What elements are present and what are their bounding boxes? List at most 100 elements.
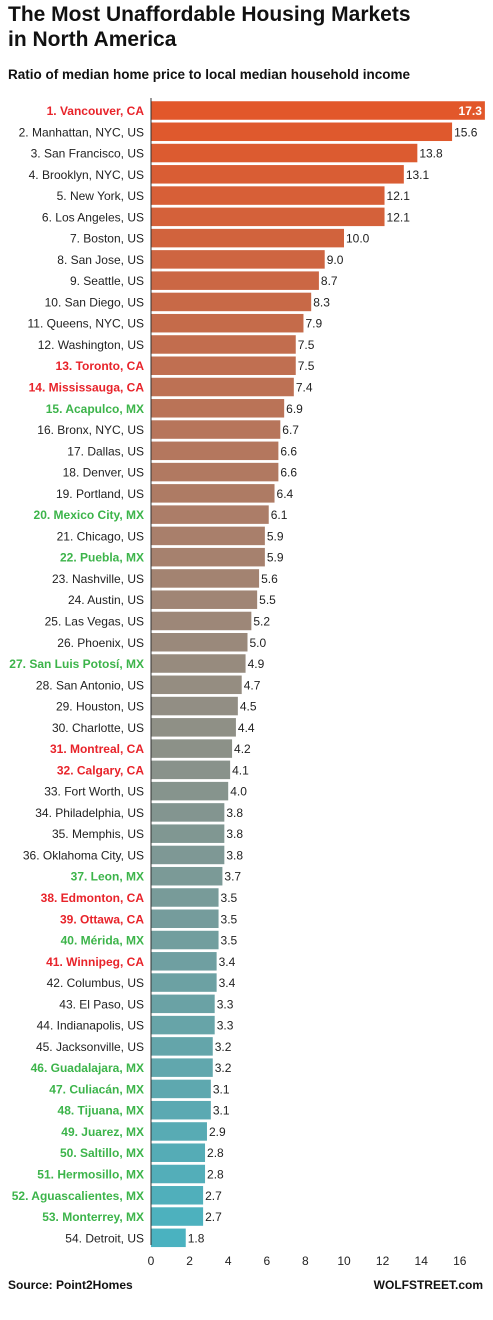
category-label: 49. Juarez, MX (61, 1125, 144, 1139)
data-label: 3.4 (219, 955, 236, 969)
category-label: 43. El Paso, US (59, 997, 144, 1011)
x-tick-label: 2 (186, 1254, 193, 1268)
data-label: 3.1 (213, 1082, 230, 1096)
bar (151, 1037, 213, 1056)
brand-label: WOLFSTREET.com (373, 1278, 483, 1292)
category-label: 14. Mississauga, CA (29, 381, 145, 395)
category-label: 8. San Jose, US (57, 253, 144, 267)
bar (151, 1122, 207, 1141)
bar (151, 1079, 211, 1099)
category-label: 39. Ottawa, CA (60, 912, 144, 926)
bar (151, 122, 453, 142)
bar (151, 1058, 213, 1077)
bar (151, 909, 219, 929)
chart-subtitle: Ratio of median home price to local medi… (8, 67, 411, 82)
data-label: 3.5 (221, 934, 238, 948)
data-label: 6.9 (286, 402, 303, 416)
data-label: 3.5 (221, 912, 238, 926)
bar (151, 569, 260, 588)
category-label: 30. Charlotte, US (52, 721, 144, 735)
category-label: 11. Queens, NYC, US (28, 317, 145, 331)
data-label: 9.0 (327, 253, 344, 267)
bar (151, 420, 281, 439)
data-label: 3.2 (215, 1061, 232, 1075)
category-label: 23. Nashville, US (52, 572, 144, 586)
data-label: 4.2 (234, 742, 251, 756)
category-label: 20. Mexico City, MX (34, 508, 144, 522)
bar (151, 760, 231, 780)
category-label: 51. Hermosillo, MX (37, 1168, 144, 1182)
data-label: 2.7 (205, 1210, 222, 1224)
bar (151, 505, 269, 524)
bar (151, 803, 225, 822)
x-tick-label: 12 (376, 1254, 390, 1268)
data-label: 3.7 (224, 870, 241, 884)
data-label: 3.2 (215, 1040, 232, 1054)
data-label: 10.0 (346, 232, 370, 246)
x-tick-label: 14 (415, 1254, 429, 1268)
category-label: 40. Mérida, MX (61, 934, 144, 948)
data-label: 3.8 (226, 848, 243, 862)
category-label: 47. Culiacán, MX (49, 1082, 144, 1096)
bar (151, 1186, 204, 1205)
bar (151, 739, 233, 758)
category-label: 4. Brooklyn, NYC, US (29, 168, 144, 182)
category-label: 16. Bronx, NYC, US (37, 423, 144, 437)
bar (151, 696, 238, 716)
data-label: 6.6 (280, 444, 297, 458)
category-label: 1. Vancouver, CA (47, 104, 145, 118)
category-label: 21. Chicago, US (57, 529, 144, 543)
bar (151, 377, 294, 397)
data-label: 5.5 (259, 593, 276, 607)
bar (151, 824, 225, 843)
data-label: 3.8 (226, 806, 243, 820)
x-tick-label: 10 (337, 1254, 351, 1268)
bar (151, 1207, 204, 1226)
bar (151, 1100, 211, 1120)
category-label: 38. Edmonton, CA (41, 891, 145, 905)
data-label: 4.7 (244, 678, 261, 692)
x-tick-label: 16 (453, 1254, 467, 1268)
category-label: 25. Las Vegas, US (45, 614, 144, 628)
category-label: 26. Phoenix, US (57, 636, 144, 650)
category-label: 36. Oklahoma City, US (23, 848, 144, 862)
category-label: 15. Acapulco, MX (46, 402, 144, 416)
bar (151, 356, 296, 375)
bar (151, 462, 279, 482)
bar (151, 1164, 206, 1184)
data-label: 6.7 (282, 423, 299, 437)
bar (151, 930, 219, 950)
category-label: 50. Saltillo, MX (60, 1146, 144, 1160)
data-label: 5.0 (250, 636, 267, 650)
category-label: 48. Tijuana, MX (58, 1104, 144, 1118)
bar (151, 1143, 206, 1162)
category-label: 34. Philadelphia, US (35, 806, 144, 820)
data-label: 7.9 (305, 317, 322, 331)
data-label: 7.4 (296, 381, 313, 395)
x-tick-label: 8 (302, 1254, 309, 1268)
bar (151, 526, 265, 546)
category-label: 41. Winnipeg, CA (46, 955, 144, 969)
category-label: 5. New York, US (57, 189, 144, 203)
data-label: 3.4 (219, 976, 236, 990)
chart-title: The Most Unaffordable Housing Markets in… (8, 2, 488, 52)
bar (151, 313, 304, 333)
data-label: 17.3 (459, 104, 483, 118)
data-label: 5.2 (253, 614, 270, 628)
bar (151, 952, 217, 971)
category-label: 24. Austin, US (68, 593, 144, 607)
bar (151, 101, 485, 120)
category-label: 42. Columbus, US (47, 976, 144, 990)
category-label: 29. Houston, US (56, 700, 144, 714)
category-label: 22. Puebla, MX (60, 551, 144, 565)
bar (151, 250, 325, 269)
category-label: 27. San Luis Potosí, MX (9, 657, 144, 671)
category-label: 44. Indianapolis, US (37, 1019, 144, 1033)
category-label: 3. San Francisco, US (31, 147, 144, 161)
bar (151, 547, 265, 567)
data-label: 13.8 (419, 147, 443, 161)
category-label: 45. Jacksonville, US (36, 1040, 144, 1054)
category-label: 32. Calgary, CA (57, 763, 144, 777)
chart-title-line2: in North America (8, 28, 177, 51)
category-label: 35. Memphis, US (52, 827, 144, 841)
